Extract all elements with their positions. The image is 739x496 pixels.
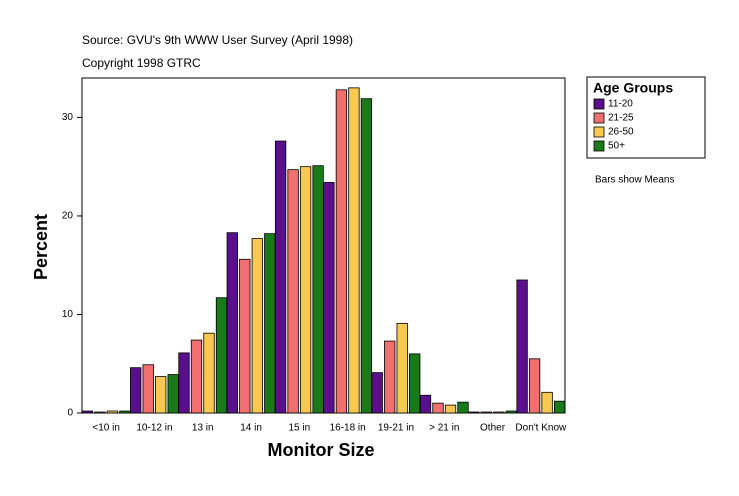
bar	[516, 279, 528, 414]
bar	[384, 340, 396, 414]
legend-swatch	[593, 112, 605, 124]
bar	[541, 391, 553, 414]
x-tick-label: 14 in	[240, 423, 262, 434]
legend-title: Age Groups	[593, 80, 673, 96]
bar	[493, 411, 505, 414]
legend-label: 50+	[608, 141, 625, 152]
bar	[155, 376, 167, 414]
x-tick-label: 10-12 in	[136, 423, 172, 434]
bar	[409, 353, 421, 414]
bar	[312, 165, 324, 414]
bar	[480, 411, 492, 414]
legend-swatch	[593, 126, 605, 138]
bar	[419, 394, 432, 414]
legend-label: 21-25	[608, 113, 634, 124]
bar	[106, 410, 119, 414]
x-tick-label: <10 in	[92, 423, 120, 434]
y-tick-label: 0	[67, 408, 73, 419]
bar	[119, 410, 131, 414]
x-tick-label: > 21 in	[429, 423, 459, 434]
bar	[323, 182, 335, 414]
bar	[335, 89, 348, 414]
x-axis-label: Monitor Size	[268, 440, 375, 460]
bar	[396, 322, 408, 414]
x-tick-label: Don't Know	[515, 423, 567, 434]
bar	[371, 372, 383, 414]
legend-box	[586, 76, 706, 159]
x-tick-label: 16-18 in	[330, 423, 366, 434]
legend-swatch	[593, 140, 605, 152]
bar	[505, 410, 517, 414]
x-tick-label: Other	[480, 423, 506, 434]
bar	[203, 332, 215, 414]
bar	[190, 339, 203, 414]
bar	[251, 238, 263, 414]
bar	[528, 358, 541, 414]
x-tick-label: 13 in	[192, 423, 214, 434]
bar	[553, 400, 566, 414]
bar	[299, 166, 312, 414]
bar	[142, 364, 154, 414]
bar	[348, 87, 360, 414]
bar	[81, 410, 94, 414]
bar	[457, 401, 469, 414]
bar	[167, 374, 179, 414]
legend-label: 11-20	[608, 99, 633, 110]
chart-title: Source: GVU's 9th WWW User Survey (April…	[82, 33, 353, 47]
legend-label: 26-50	[608, 127, 634, 138]
y-tick-label: 10	[62, 309, 74, 320]
x-tick-label: 19-21 in	[378, 423, 414, 434]
bar	[444, 404, 457, 414]
bar	[239, 258, 251, 414]
bar	[360, 98, 373, 414]
bar	[468, 411, 480, 414]
annotation: Bars show Means	[595, 175, 674, 186]
bar	[264, 233, 276, 414]
bar	[94, 411, 106, 414]
bar	[287, 169, 299, 414]
bar	[226, 232, 238, 414]
chart-subtitle: Copyright 1998 GTRC	[82, 56, 201, 70]
bar	[215, 297, 228, 414]
bar	[274, 140, 287, 414]
bar	[130, 367, 142, 414]
y-tick-label: 20	[62, 211, 74, 222]
bar	[432, 402, 444, 414]
legend-swatch	[593, 98, 605, 110]
y-tick-label: 30	[62, 112, 74, 123]
bar	[178, 352, 190, 414]
x-tick-label: 15 in	[289, 423, 311, 434]
y-axis-label: Percent	[31, 214, 51, 280]
